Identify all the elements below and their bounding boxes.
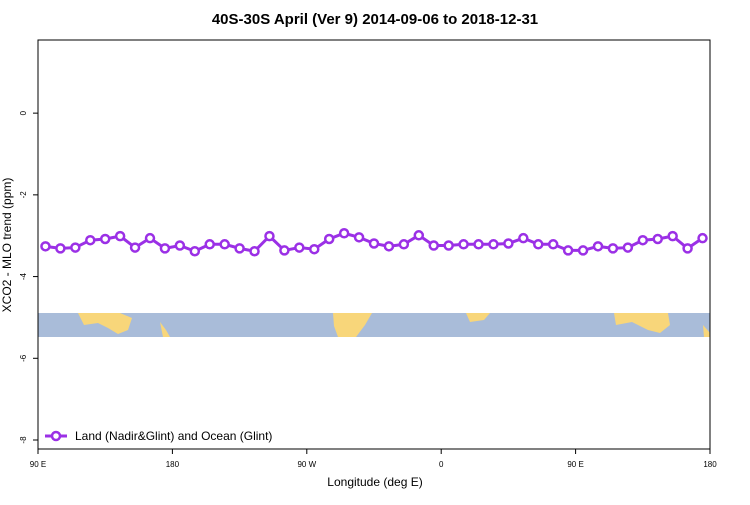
data-point [443, 240, 454, 251]
y-axis-label: XCO2 - MLO trend (ppm) [0, 178, 14, 313]
data-point [323, 233, 335, 245]
chart-title: 40S-30S April (Ver 9) 2014-09-06 to 2018… [212, 11, 538, 28]
data-point [592, 241, 604, 252]
data-point [353, 232, 365, 243]
y-tick-label: 0 [19, 110, 28, 115]
plot-frame [37, 39, 711, 450]
data-point [294, 242, 305, 253]
data-point [114, 230, 126, 242]
data-point [607, 243, 619, 254]
data-point [338, 228, 350, 239]
y-tick-label: -4 [19, 272, 28, 280]
data-point [85, 234, 96, 246]
data-point [368, 238, 380, 249]
data-point [697, 232, 708, 244]
data-point [279, 245, 290, 256]
data-point [383, 241, 395, 252]
data-point [159, 243, 171, 254]
data-point [40, 241, 51, 252]
x-tick-label: 180 [703, 460, 717, 469]
data-point [547, 239, 559, 250]
data-point [144, 232, 156, 244]
map-strip [38, 313, 710, 337]
data-point [55, 243, 66, 254]
data-point [503, 238, 514, 249]
y-tick-label: -2 [19, 191, 28, 199]
data-point [637, 234, 649, 246]
data-point [129, 242, 141, 253]
y-tick-label: -6 [19, 354, 28, 362]
x-tick-label: 90 W [297, 460, 316, 469]
data-point [189, 245, 201, 257]
data-point [533, 239, 544, 250]
data-point [652, 233, 663, 245]
data-point [488, 239, 499, 250]
data-point [413, 230, 425, 241]
data-point [473, 239, 484, 250]
data-point [249, 245, 260, 257]
x-tick-label: 90 E [567, 460, 583, 469]
data-point [234, 243, 245, 254]
y-tick-label: -8 [19, 436, 28, 444]
data-point [309, 243, 320, 255]
data-point [174, 240, 186, 251]
data-point [577, 245, 589, 256]
legend-marker [50, 430, 62, 442]
x-tick-label: 180 [166, 460, 180, 469]
data-point [428, 240, 439, 251]
data-point [667, 230, 678, 242]
data-point [219, 239, 230, 250]
data-point [264, 230, 275, 242]
data-point [99, 233, 111, 245]
data-point [622, 242, 634, 253]
legend-label: Land (Nadir&Glint) and Ocean (Glint) [75, 429, 272, 443]
data-point [562, 245, 574, 256]
legend: Land (Nadir&Glint) and Ocean (Glint) [45, 429, 272, 443]
data-point [398, 239, 410, 250]
data-point [682, 243, 693, 254]
x-tick-label: 0 [439, 460, 444, 469]
x-tick-label: 90 E [30, 460, 46, 469]
x-axis-label: Longitude (deg E) [327, 475, 422, 489]
data-point [518, 232, 529, 244]
data-point [204, 239, 215, 250]
data-point [458, 239, 469, 250]
data-point [70, 242, 81, 253]
